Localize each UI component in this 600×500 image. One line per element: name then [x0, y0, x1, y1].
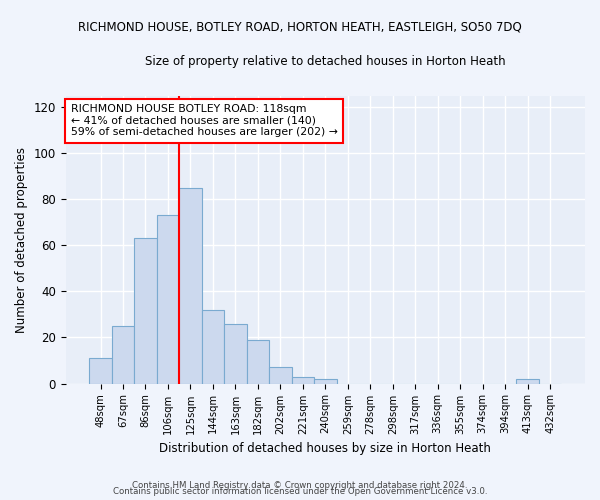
Text: RICHMOND HOUSE BOTLEY ROAD: 118sqm
← 41% of detached houses are smaller (140)
59: RICHMOND HOUSE BOTLEY ROAD: 118sqm ← 41%… [71, 104, 338, 138]
Bar [224, 324, 247, 384]
Bar [134, 238, 157, 384]
Title: Size of property relative to detached houses in Horton Heath: Size of property relative to detached ho… [145, 55, 506, 68]
Bar [179, 188, 202, 384]
Text: Contains HM Land Registry data © Crown copyright and database right 2024.: Contains HM Land Registry data © Crown c… [132, 481, 468, 490]
Text: RICHMOND HOUSE, BOTLEY ROAD, HORTON HEATH, EASTLEIGH, SO50 7DQ: RICHMOND HOUSE, BOTLEY ROAD, HORTON HEAT… [78, 20, 522, 33]
Bar [247, 340, 269, 384]
Bar [314, 379, 337, 384]
Text: Contains public sector information licensed under the Open Government Licence v3: Contains public sector information licen… [113, 487, 487, 496]
Bar [157, 216, 179, 384]
X-axis label: Distribution of detached houses by size in Horton Heath: Distribution of detached houses by size … [160, 442, 491, 455]
Bar [112, 326, 134, 384]
Bar [292, 376, 314, 384]
Y-axis label: Number of detached properties: Number of detached properties [15, 146, 28, 332]
Bar [517, 379, 539, 384]
Bar [202, 310, 224, 384]
Bar [269, 368, 292, 384]
Bar [89, 358, 112, 384]
